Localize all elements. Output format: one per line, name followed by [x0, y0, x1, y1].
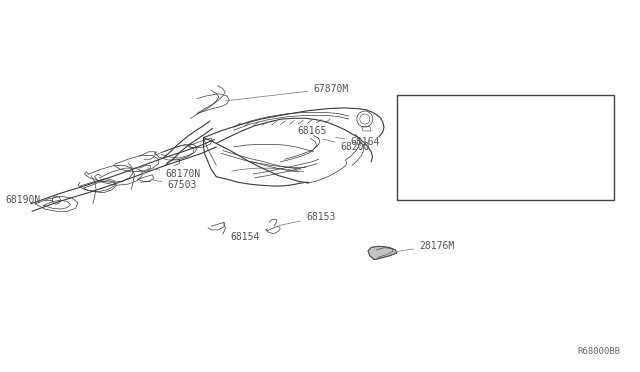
Text: R68000BB: R68000BB	[578, 347, 621, 356]
Text: 68200: 68200	[323, 139, 370, 152]
Text: 68165: 68165	[294, 124, 327, 136]
Text: 68170N: 68170N	[147, 168, 200, 179]
Text: 68153: 68153	[279, 212, 335, 225]
Text: 68190N: 68190N	[5, 195, 49, 205]
Text: 67870M: 67870M	[225, 84, 349, 101]
Text: 28176M: 28176M	[394, 241, 454, 252]
Text: 68154: 68154	[225, 228, 260, 242]
Bar	[397, 95, 614, 200]
Text: 68102: 68102	[540, 145, 588, 154]
Polygon shape	[368, 246, 397, 260]
Text: 68164: 68164	[335, 137, 380, 147]
Text: 67503: 67503	[151, 180, 197, 190]
